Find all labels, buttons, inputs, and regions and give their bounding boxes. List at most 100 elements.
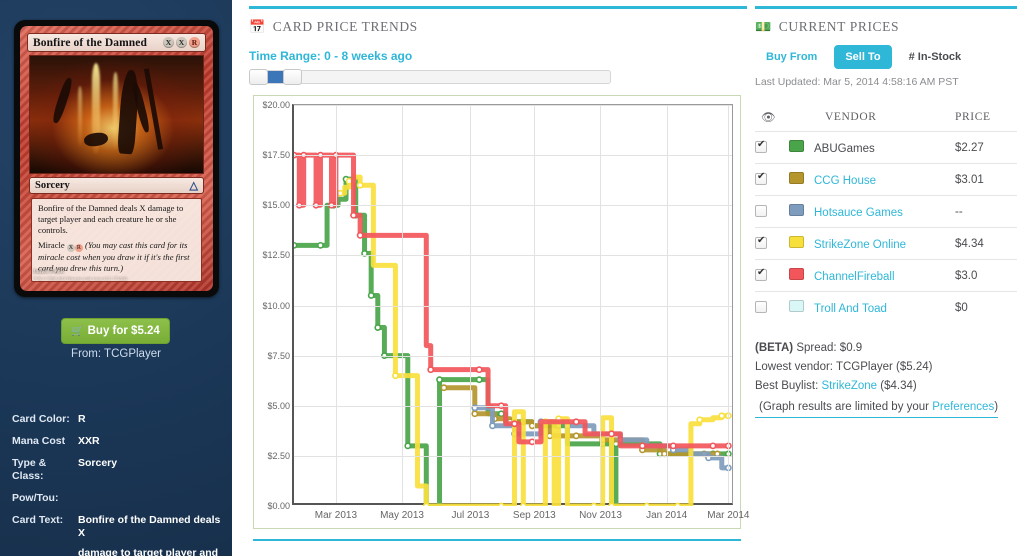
- attribute-value: R: [78, 413, 86, 425]
- tab-in-stock[interactable]: # In-Stock: [908, 51, 962, 63]
- vendor-name-cell: ABUGames: [789, 131, 955, 164]
- y-axis-tick-label: $20.00: [262, 100, 290, 110]
- flame-shape: [113, 72, 119, 150]
- attribute-row-card-text: Card Text: Bonfire of the Damned deals X…: [12, 514, 224, 556]
- x-axis-tick-label: Mar 2014: [707, 510, 750, 521]
- vendor-price: --: [955, 195, 1017, 228]
- slider-handle-left[interactable]: [249, 69, 268, 85]
- series-color-swatch: [789, 300, 804, 312]
- buy-source-label: From: TCGPlayer: [71, 348, 161, 360]
- series-color-swatch: [789, 268, 804, 280]
- set-symbol-icon: △: [189, 180, 198, 192]
- miracle-mana-r-icon: R: [74, 244, 83, 252]
- card-rules-box: Bonfire of the Damned deals X damage to …: [31, 198, 202, 282]
- vendor-name: ABUGames: [814, 143, 875, 155]
- vendor-name[interactable]: Troll And Toad: [814, 303, 887, 315]
- card-text-line: Bonfire of the Damned deals X: [78, 514, 221, 539]
- money-icon: 💵: [755, 19, 772, 34]
- slider-track[interactable]: [249, 70, 611, 84]
- chart-series-channelfireball: [294, 151, 732, 450]
- vendor-price: $3.01: [955, 163, 1017, 196]
- buy-button[interactable]: 🛒 Buy for $5.24: [61, 318, 170, 344]
- attribute-key: Type & Class:: [12, 457, 47, 482]
- chart-plot-area: $0.00 $2.50 $5.00 $7.50 $10.00 $12.50 $15.00 $1…: [262, 100, 749, 521]
- vendor-visibility-checkbox[interactable]: [755, 300, 767, 313]
- vendor-name[interactable]: StrikeZone Online: [814, 239, 907, 251]
- flame-shape: [92, 63, 101, 155]
- preferences-note-suffix: ): [994, 401, 999, 413]
- x-axis-tick-label: Nov 2013: [579, 510, 622, 521]
- gridline-horizontal: [294, 205, 732, 207]
- mana-symbol-x1: X: [163, 37, 174, 48]
- gridline-horizontal: [294, 105, 732, 106]
- spread-line: (BETA) Spread: $0.9: [755, 339, 1017, 358]
- tab-buy-from[interactable]: Buy From: [766, 51, 818, 63]
- card-price-trends-panel: 📅 Card Price Trends Time Range: 0 - 8 we…: [249, 6, 750, 546]
- mana-symbol-r: R: [189, 37, 200, 48]
- gridline-horizontal: [294, 455, 732, 457]
- vendor-visibility-checkbox[interactable]: [755, 204, 767, 217]
- preferences-link[interactable]: Preferences: [932, 401, 995, 413]
- vendor-visibility-cell: [755, 227, 789, 260]
- card-image: Bonfire of the Damned X X R: [14, 20, 219, 297]
- y-axis-tick-label: $12.50: [262, 250, 290, 261]
- gridline-vertical: [666, 105, 668, 503]
- vendor-visibility-checkbox[interactable]: [755, 171, 767, 185]
- tab-sell-to[interactable]: Sell To: [834, 45, 892, 69]
- x-axis-tick-label: May 2013: [380, 510, 424, 521]
- table-row: CCG House $3.01: [755, 163, 1017, 196]
- vendor-visibility-cell: [755, 259, 789, 292]
- y-axis-tick-label: $0.00: [267, 501, 290, 511]
- card-type-bar: Sorcery △: [29, 177, 204, 194]
- gridline-vertical: [335, 105, 337, 503]
- silhouette-shape: [50, 76, 74, 125]
- gridline-horizontal: [294, 255, 732, 257]
- vendor-visibility-checkbox[interactable]: [755, 139, 767, 153]
- gridline-vertical: [470, 105, 472, 503]
- best-buylist-label: Best Buylist:: [755, 380, 822, 392]
- eye-icon: 👁: [761, 112, 777, 124]
- best-buylist-link[interactable]: StrikeZone: [821, 380, 878, 392]
- x-axis-tick-label: Jan 2014: [646, 510, 688, 521]
- card-legal-line: ™ & © 1993-2012 Wizards of the Coast LLC…: [33, 276, 127, 281]
- time-range-label: Time Range: 0 - 8 weeks ago: [249, 49, 413, 63]
- slider-handle-right[interactable]: [283, 69, 302, 85]
- prices-panel-title: Current Prices: [778, 19, 900, 34]
- attribute-row-pow-tou: Pow/Tou:: [12, 492, 224, 505]
- preferences-note: (Graph results are limited by your Prefe…: [755, 398, 999, 418]
- slider-selected-range: [266, 71, 285, 83]
- table-row: Hotsauce Games --: [755, 195, 1017, 228]
- vendor-name[interactable]: Hotsauce Games: [814, 207, 903, 219]
- time-range-slider[interactable]: [249, 69, 611, 85]
- calendar-icon: 📅: [249, 19, 266, 34]
- flame-shape: [78, 86, 83, 148]
- vendor-visibility-cell: [755, 195, 789, 228]
- vendor-price: $3.0: [955, 259, 1017, 292]
- attribute-row-mana-cost: Mana Cost XXR: [12, 435, 224, 448]
- vendor-name[interactable]: ChannelFireball: [814, 271, 895, 283]
- y-axis-tick-label: $17.50: [262, 150, 290, 161]
- price-chart[interactable]: $0.00 $2.50 $5.00 $7.50 $10.00 $12.50 $15.00 $1…: [253, 95, 750, 529]
- gridline-horizontal: [294, 155, 732, 157]
- vendor-name-cell: ChannelFireball: [789, 259, 955, 292]
- vendor-name-cell: Troll And Toad: [789, 291, 955, 323]
- vendor-name[interactable]: CCG House: [814, 175, 876, 187]
- series-color-swatch: [789, 236, 804, 248]
- gridline-vertical: [728, 105, 730, 503]
- series-color-swatch: [789, 140, 804, 152]
- vendor-visibility-checkbox[interactable]: [755, 235, 767, 249]
- x-axis-tick-label: Sep 2013: [512, 510, 556, 521]
- table-row: StrikeZone Online $4.34: [755, 227, 1017, 260]
- column-price: Price: [955, 111, 991, 123]
- vendor-price: $2.27: [955, 131, 1017, 164]
- card-artist-credit: James Paick ™ & © 1993-2012 Wizards of t…: [33, 268, 200, 281]
- attribute-value: Sorcery: [78, 457, 118, 469]
- attribute-value: Bonfire of the Damned deals X damage to …: [78, 514, 224, 556]
- vendor-visibility-checkbox[interactable]: [755, 267, 767, 281]
- vendor-name-cell: StrikeZone Online: [789, 227, 955, 260]
- card-rules-text-1: Bonfire of the Damned deals X damage to …: [38, 203, 184, 235]
- table-row: Troll And Toad $0: [755, 291, 1017, 323]
- attribute-key: Card Text:: [12, 514, 64, 526]
- x-axis-tick-label: Jul 2013: [451, 510, 490, 521]
- attribute-row-card-color: Card Color: R: [12, 413, 224, 426]
